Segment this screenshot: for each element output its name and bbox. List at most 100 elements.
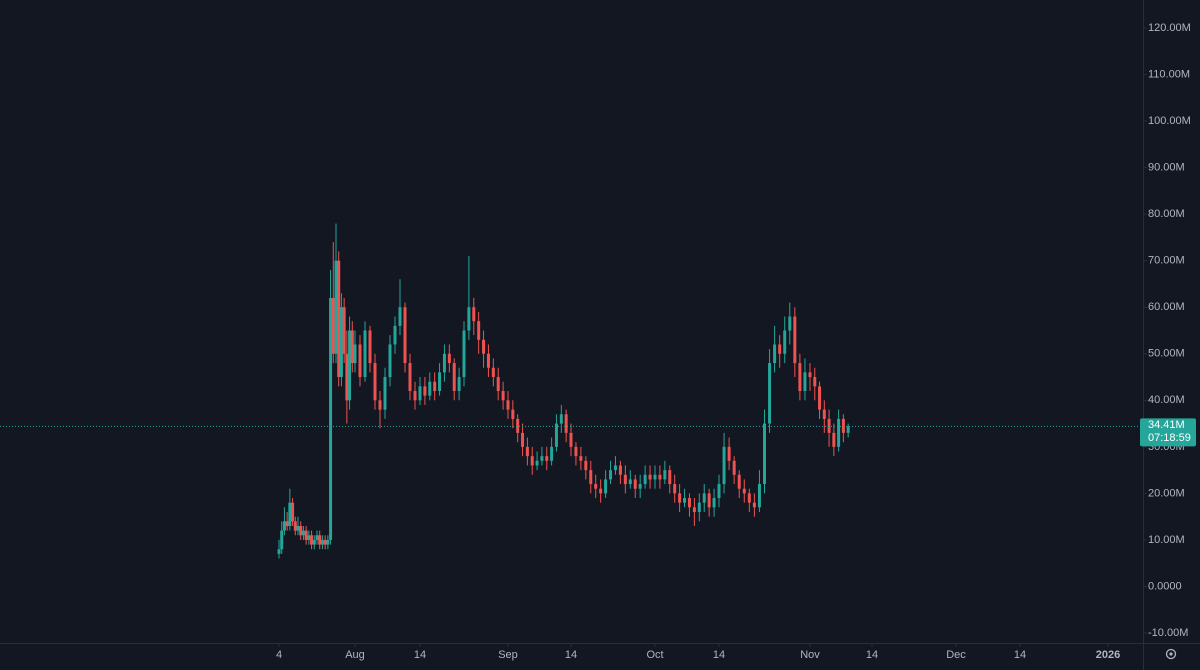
candle-body (501, 391, 505, 401)
candle-body (648, 474, 652, 480)
x-tick-label: 14 (565, 649, 577, 661)
y-tick-label: 50.00M (1148, 348, 1185, 360)
candle-body (712, 498, 716, 508)
candle-body (535, 460, 539, 466)
candle-body (457, 377, 461, 391)
candle-body (722, 446, 726, 485)
candle-body (727, 446, 731, 461)
y-tick-label: 120.00M (1148, 22, 1191, 34)
candle-body (599, 488, 603, 494)
candle-body (633, 479, 637, 489)
settings-icon-ring[interactable] (1165, 648, 1177, 660)
candle-body (342, 307, 346, 354)
candle-body (783, 330, 787, 354)
y-tick-label: 70.00M (1148, 255, 1185, 267)
candle-body (511, 409, 515, 419)
y-tick-label: 20.00M (1148, 487, 1185, 499)
settings-icon-dot[interactable] (1169, 652, 1173, 656)
x-tick-label: 14 (713, 649, 725, 661)
candle-body (808, 372, 812, 378)
candle-body (604, 479, 608, 494)
candle-body (299, 525, 303, 536)
candle-body (763, 423, 766, 485)
candle-body (702, 493, 706, 503)
settings-icon[interactable] (1165, 648, 1177, 660)
candle-body (564, 414, 568, 433)
candle-body (638, 484, 642, 489)
candle-body (827, 418, 831, 433)
candle-body (737, 474, 741, 489)
candle-body (438, 372, 442, 391)
x-tick-label: Aug (345, 649, 365, 661)
candle-body (353, 344, 357, 364)
candle-body (320, 539, 324, 545)
candle-body (310, 535, 314, 545)
candle-body (339, 307, 343, 378)
candle-body (832, 432, 836, 447)
candle-body (486, 353, 490, 368)
candle-body (315, 535, 319, 540)
last-price-label: 34.41M (1148, 419, 1185, 431)
candle-body (337, 260, 341, 378)
candle-body (793, 316, 797, 364)
x-tick-label: 4 (276, 649, 282, 661)
y-tick-label: 60.00M (1148, 301, 1185, 313)
x-tick-label: 2026 (1096, 649, 1120, 661)
y-tick-label: 40.00M (1148, 394, 1185, 406)
candle-body (428, 381, 432, 396)
candle-body (482, 339, 486, 354)
candle-body (798, 363, 802, 391)
countdown-label: 07:18:59 (1148, 432, 1191, 444)
candle-body (692, 507, 696, 512)
candle-body (285, 521, 289, 526)
x-tick-label: 14 (866, 649, 878, 661)
candle-body (329, 297, 333, 540)
candle-body (326, 539, 330, 545)
candle-body (618, 465, 622, 475)
y-tick-label: 90.00M (1148, 162, 1185, 174)
candle-body (348, 330, 352, 401)
candle-body (613, 465, 617, 471)
candle-body (752, 502, 756, 508)
candle-body (296, 525, 300, 531)
candle-body (291, 502, 295, 522)
candle-body (373, 363, 377, 401)
y-tick-label: 80.00M (1148, 208, 1185, 220)
candle-body (678, 493, 682, 503)
candle-body (280, 530, 284, 550)
y-tick-label: 0.0000 (1148, 580, 1182, 592)
candle-body (687, 498, 691, 508)
x-tick-label: Sep (498, 649, 518, 661)
candle-body (778, 344, 782, 354)
y-tick-label: 10.00M (1148, 534, 1185, 546)
candle-body (368, 330, 372, 364)
candle-body (530, 456, 534, 466)
candle-body (307, 535, 311, 540)
candle-body (477, 321, 481, 340)
candle-body (378, 400, 382, 410)
candle-body (668, 470, 672, 485)
candle-body (312, 539, 316, 545)
candles (277, 223, 850, 559)
candle-body (293, 521, 297, 531)
candle-body (350, 330, 354, 364)
last-price-box (1140, 418, 1196, 447)
candle-body (345, 353, 349, 401)
candle-body (545, 456, 549, 461)
y-tick-label: 110.00M (1148, 68, 1190, 80)
candle-body (363, 330, 367, 378)
candle-body (398, 307, 402, 326)
candle-body (393, 325, 397, 345)
candle-body (663, 470, 667, 480)
candle-body (301, 530, 305, 536)
candle-body (609, 470, 613, 480)
x-tick-label: 14 (1014, 649, 1026, 661)
candle-body (433, 381, 437, 391)
y-tick-label: 100.00M (1148, 115, 1191, 127)
candle-body (837, 418, 841, 447)
candle-body (697, 502, 701, 512)
candle-body (334, 260, 338, 354)
candle-body (383, 377, 387, 410)
